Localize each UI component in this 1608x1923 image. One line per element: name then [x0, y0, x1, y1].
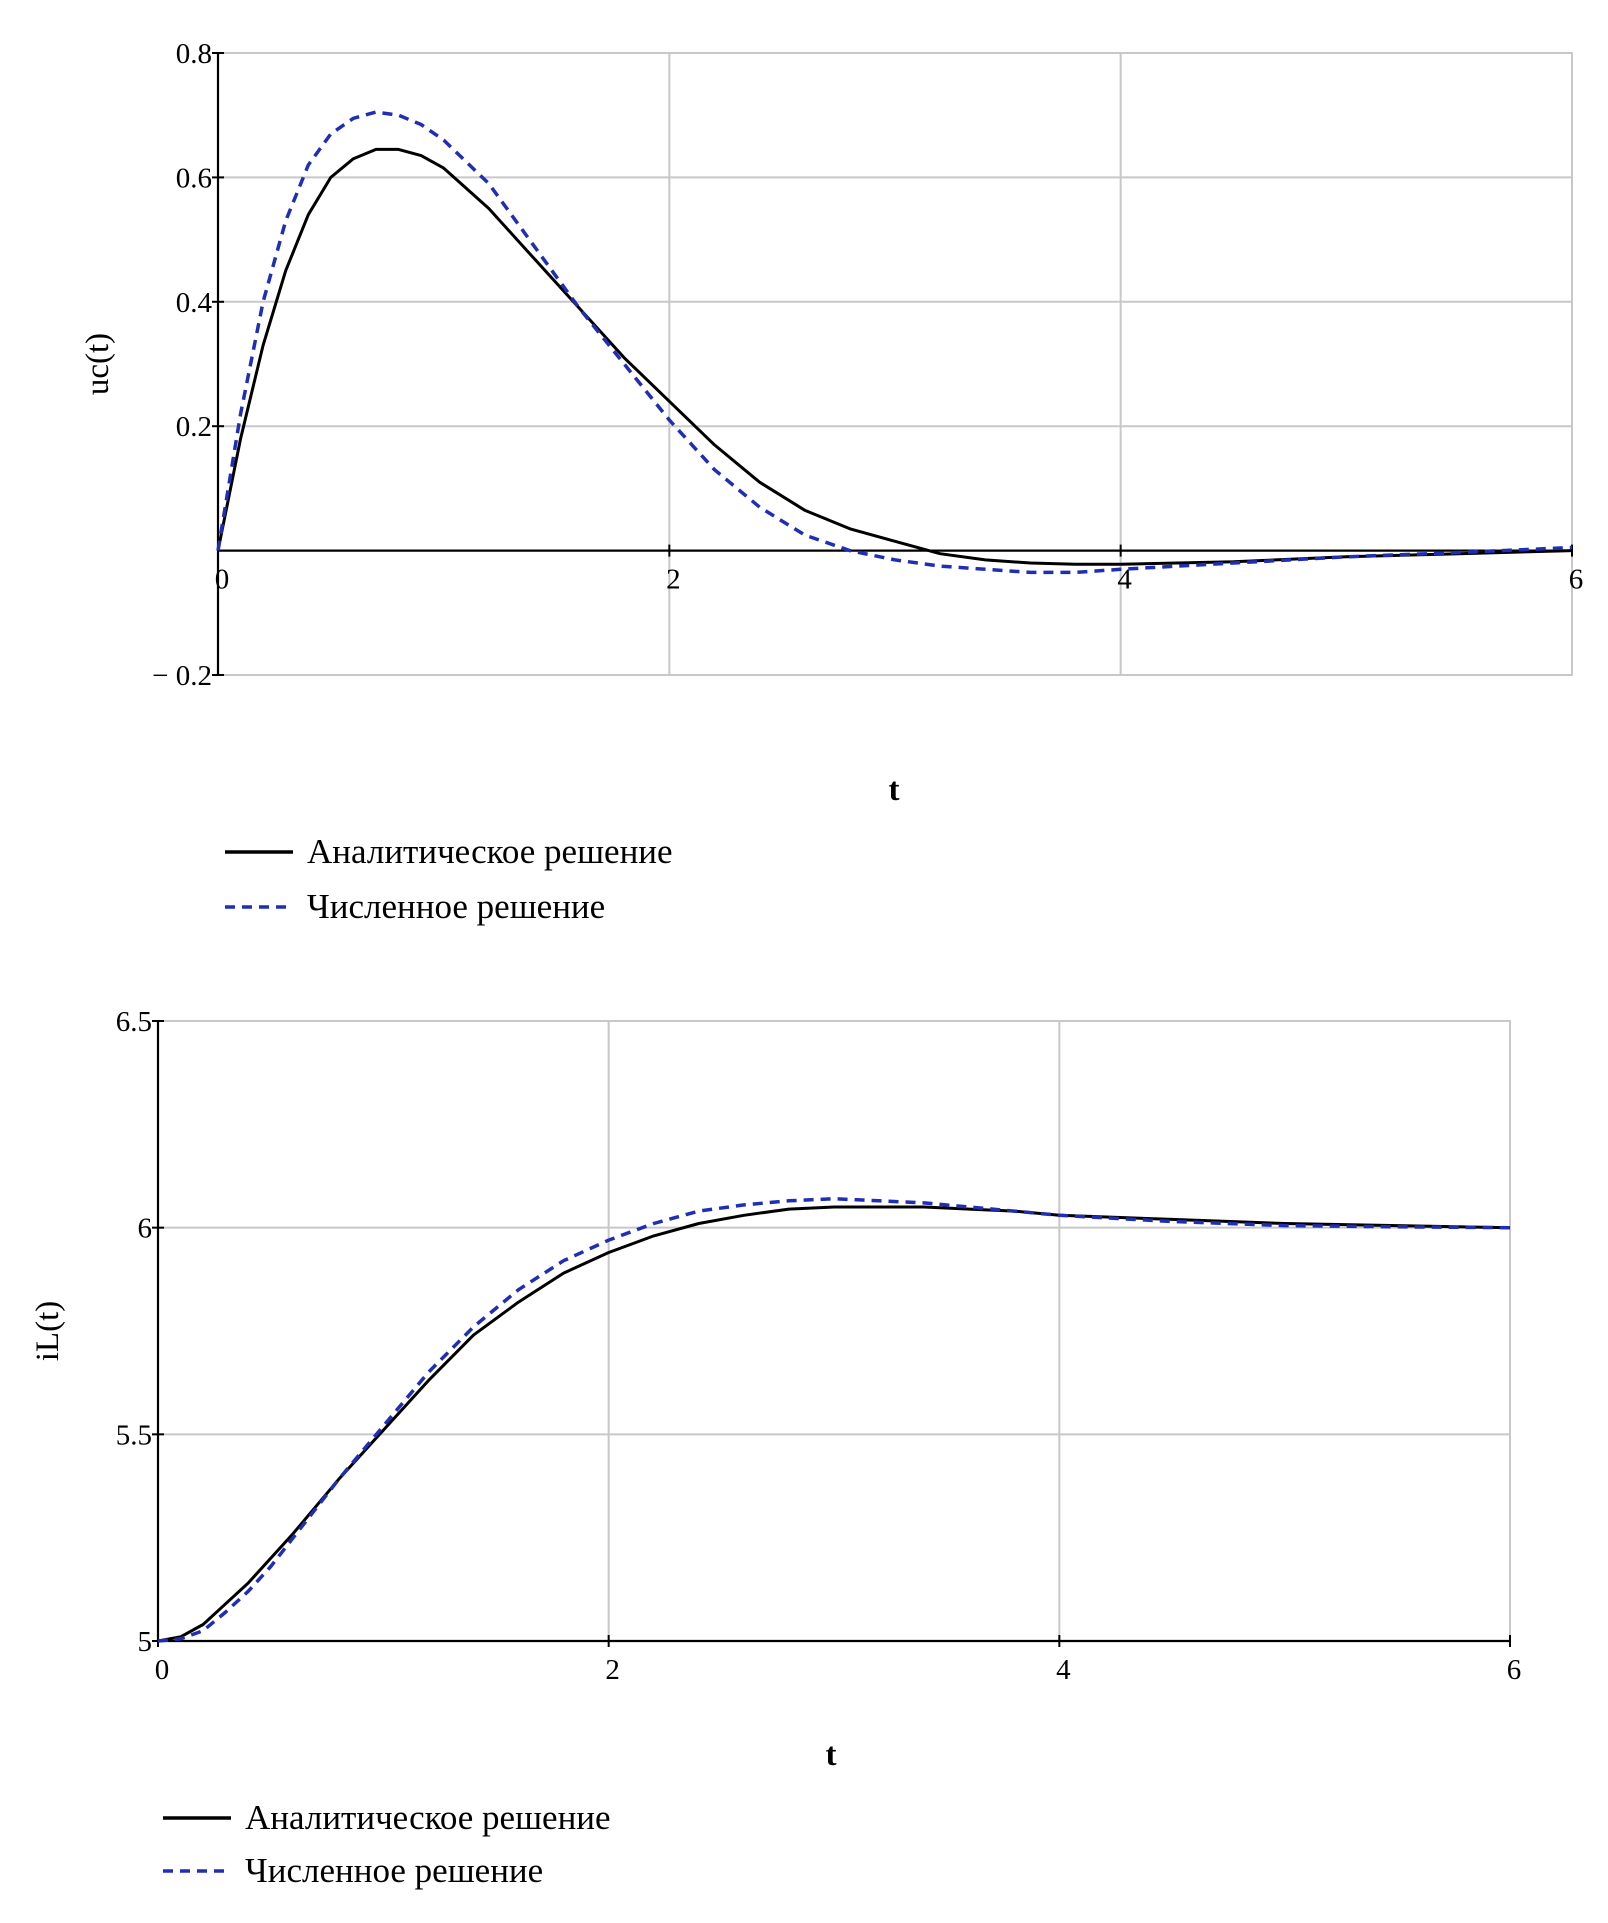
y-tick-label: 6.5 — [116, 1006, 152, 1038]
y-tick-label: 0.4 — [176, 287, 213, 319]
y-axis-label: iL(t) — [30, 1301, 66, 1361]
x-axis-label: t — [826, 1737, 837, 1773]
x-tick-label: 2 — [666, 564, 681, 596]
legend: Аналитическое решение Численное решение — [163, 1798, 611, 1890]
x-tick-label: 0 — [155, 1654, 170, 1686]
chart-2: 0 2 4 6 5 5.5 6 6.5 t iL(t) Аналитическое решение Ч… — [30, 1006, 1521, 1890]
y-tick-label: − 0.2 — [152, 660, 212, 692]
y-tick-label: 0.8 — [176, 38, 212, 70]
plot-frame — [157, 1020, 1511, 1642]
legend-label: Численное решение — [307, 887, 605, 926]
series-line-analytical — [216, 147, 1573, 566]
plot-frame — [217, 52, 1573, 676]
x-tick-label: 6 — [1507, 1654, 1522, 1686]
y-tick-label: 0.2 — [176, 411, 212, 443]
chart-1: 0 2 4 6 − 0.2 0.2 0.4 0.6 0.8 t uc(t) Аналитическое… — [80, 38, 1583, 926]
legend-label: Численное решение — [245, 1851, 543, 1890]
legend: Аналитическое решение Численное решение — [225, 832, 673, 926]
x-tick-label: 6 — [1569, 564, 1584, 596]
y-tick-label: 0.6 — [176, 162, 212, 194]
y-tick-label: 5 — [138, 1626, 153, 1658]
legend-label: Аналитическое решение — [307, 832, 673, 871]
x-tick-label: 4 — [1056, 1654, 1071, 1686]
series-line-numerical — [157, 1196, 1511, 1643]
x-axis-label: t — [889, 772, 900, 808]
legend-label: Аналитическое решение — [245, 1798, 611, 1837]
y-axis-label: uc(t) — [80, 333, 116, 395]
y-tick-label: 5.5 — [116, 1419, 152, 1451]
series-line-numerical — [216, 110, 1573, 575]
series-line-analytical — [157, 1205, 1511, 1643]
x-tick-label: 4 — [1117, 564, 1132, 596]
x-tick-label: 2 — [605, 1654, 620, 1686]
y-tick-label: 6 — [138, 1213, 153, 1245]
x-tick-label: 0 — [215, 564, 230, 596]
